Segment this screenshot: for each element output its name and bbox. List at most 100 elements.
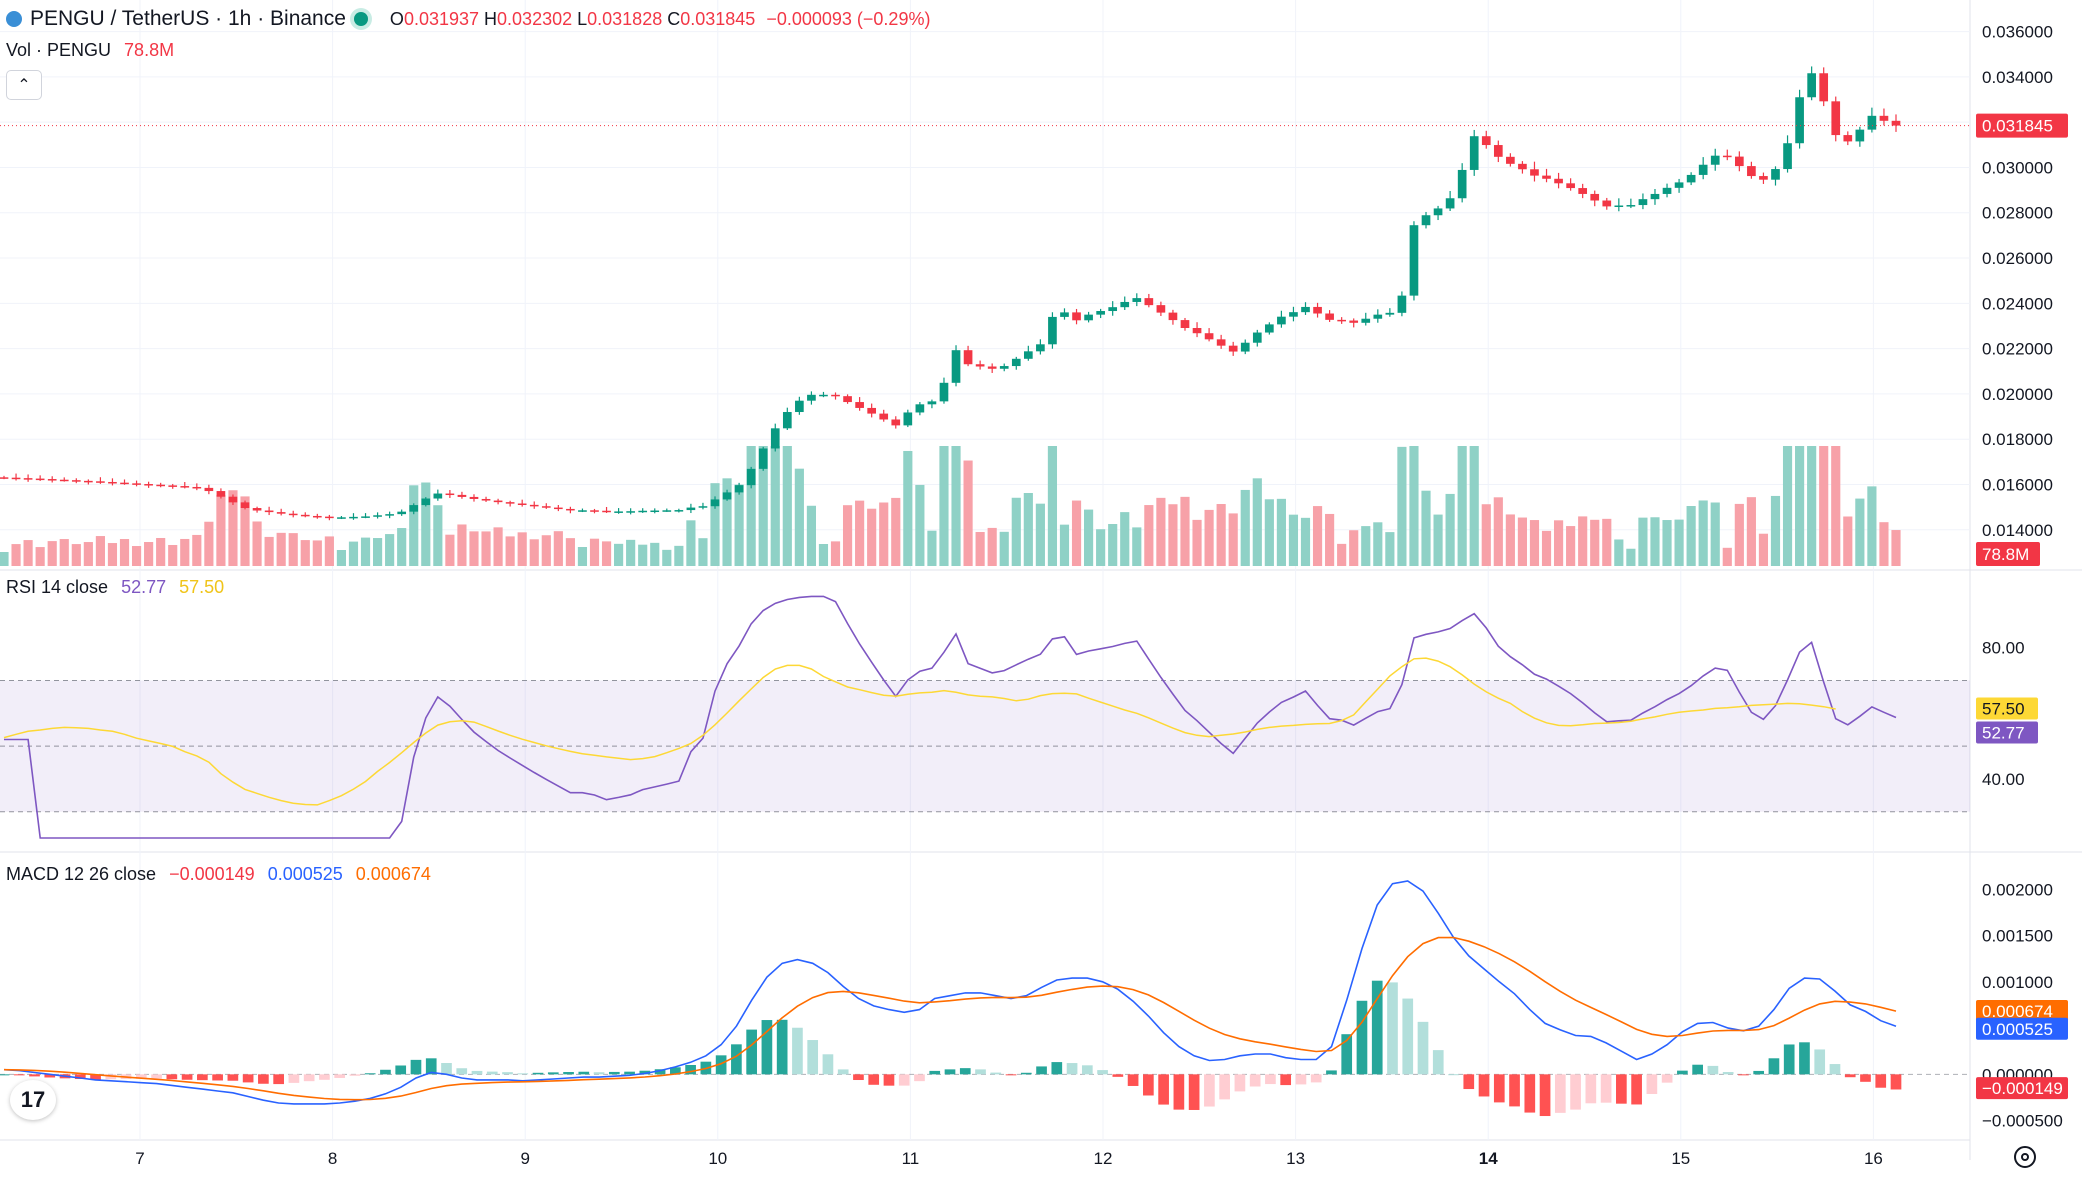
macd-value: 0.000525: [267, 864, 343, 884]
candle-body: [1216, 339, 1226, 346]
macd-histogram-bar: [1234, 1074, 1246, 1092]
price-tick-label: 0.036000: [1982, 23, 2053, 42]
time-tick-label: 15: [1671, 1149, 1690, 1168]
candle-body: [1096, 311, 1105, 315]
macd-histogram-bar: [1631, 1074, 1642, 1105]
candle-body: [782, 412, 792, 429]
macd-histogram-bar: [1005, 1074, 1017, 1076]
volume-bar: [1288, 514, 1299, 566]
volume-bar: [1746, 497, 1756, 566]
macd-histogram-bar: [593, 1072, 605, 1075]
tradingview-logo-icon[interactable]: 17: [10, 1080, 56, 1120]
volume-bar: [698, 538, 708, 566]
macd-label: MACD 12 26 close: [6, 864, 157, 884]
rsi-value-badge: [1976, 721, 2038, 744]
open-label: O: [389, 8, 404, 29]
price-tick-label: 0.028000: [1982, 204, 2053, 223]
macd-histogram-bar: [685, 1064, 696, 1075]
candle-body: [1686, 174, 1696, 183]
macd-histogram-bar: [883, 1074, 895, 1086]
candle-body: [638, 510, 648, 513]
candle-body: [71, 480, 81, 482]
volume-bar: [1590, 519, 1600, 566]
candle-body: [96, 481, 105, 483]
candle-body: [1156, 305, 1166, 313]
candle-body: [108, 481, 117, 484]
volume-bar: [903, 450, 913, 566]
macd-histogram-bar: [1402, 998, 1414, 1075]
candle-body: [180, 486, 190, 488]
time-tick-label: 9: [520, 1149, 529, 1168]
candle-body: [1674, 182, 1684, 188]
settings-gear-icon[interactable]: [2014, 1146, 2036, 1168]
macd-histogram-bar: [715, 1055, 727, 1075]
candle-body: [337, 517, 346, 519]
macd-histogram-bar: [1188, 1074, 1200, 1110]
macd-histogram-bar: [471, 1070, 483, 1075]
macd-histogram-bar: [334, 1074, 346, 1078]
volume-bar: [1698, 500, 1708, 566]
rsi-tick-label: 40.00: [1982, 770, 2025, 789]
candle-body: [1879, 115, 1889, 121]
volume-bar: [758, 446, 768, 566]
macd-histogram-bar: [1646, 1074, 1658, 1095]
volume-bar: [1096, 529, 1106, 566]
candle-body: [1578, 188, 1588, 194]
collapse-legend-button[interactable]: ⌃: [6, 70, 42, 100]
macd-histogram-bar: [441, 1063, 452, 1075]
macd-histogram-bar: [1219, 1074, 1230, 1100]
macd-histogram-bar: [1738, 1074, 1749, 1076]
candle-body: [650, 510, 660, 513]
macd-signal-badge: [1976, 999, 2068, 1022]
macd-histogram-bar: [29, 1074, 40, 1077]
macd-histogram-bar: [1478, 1074, 1490, 1097]
candle-body: [1397, 295, 1407, 313]
market-open-icon: [353, 12, 368, 26]
volume-bar: [806, 505, 816, 566]
volume-bar: [1084, 509, 1094, 566]
volume-bar: [119, 539, 130, 566]
macd-histogram-bar: [1707, 1065, 1719, 1075]
volume-bar: [1566, 526, 1576, 566]
macd-histogram-bar: [227, 1074, 239, 1081]
time-tick-label: 11: [902, 1149, 920, 1168]
price-tick-label: 0.022000: [1982, 340, 2053, 359]
volume-bar: [1120, 512, 1130, 566]
price-tick-label: 0.024000: [1982, 294, 2053, 313]
volume-bar: [1409, 446, 1419, 566]
candle-body: [1023, 351, 1033, 359]
candle-body: [505, 502, 515, 504]
candle-body: [457, 494, 467, 497]
volume-bar: [1192, 519, 1202, 566]
volume-bar: [83, 542, 93, 566]
symbol-title[interactable]: PENGU / TetherUS · 1h · Binance: [30, 7, 346, 30]
candle-body: [722, 492, 732, 500]
close-label: C: [667, 8, 681, 29]
candle-body: [927, 401, 937, 405]
pengu-logo-icon: [6, 11, 22, 27]
volume-bar: [951, 446, 961, 566]
macd-histogram-bar: [639, 1070, 651, 1075]
candle-body: [433, 493, 443, 499]
volume-bar: [927, 530, 937, 566]
volume-bar: [1517, 517, 1527, 566]
candle-body: [1120, 301, 1130, 308]
volume-bar: [1626, 548, 1636, 566]
macd-histogram-bar: [761, 1020, 773, 1075]
time-tick-label: 16: [1864, 1149, 1883, 1168]
volume-bar: [95, 536, 105, 566]
candle-body: [1734, 156, 1744, 167]
volume-bar: [722, 478, 732, 566]
candle-body: [939, 382, 949, 402]
volume-bar: [565, 538, 575, 566]
volume-bar: [1553, 520, 1564, 566]
volume-bar: [999, 531, 1009, 566]
candle-body: [554, 507, 563, 510]
macd-histogram-bar: [731, 1044, 742, 1075]
rsi-axis-label: 52.77: [1982, 723, 2025, 742]
candle-body: [1373, 314, 1383, 319]
macd-histogram-bar: [1890, 1074, 1902, 1090]
candle-body: [204, 487, 214, 492]
candle-body: [1289, 312, 1298, 317]
